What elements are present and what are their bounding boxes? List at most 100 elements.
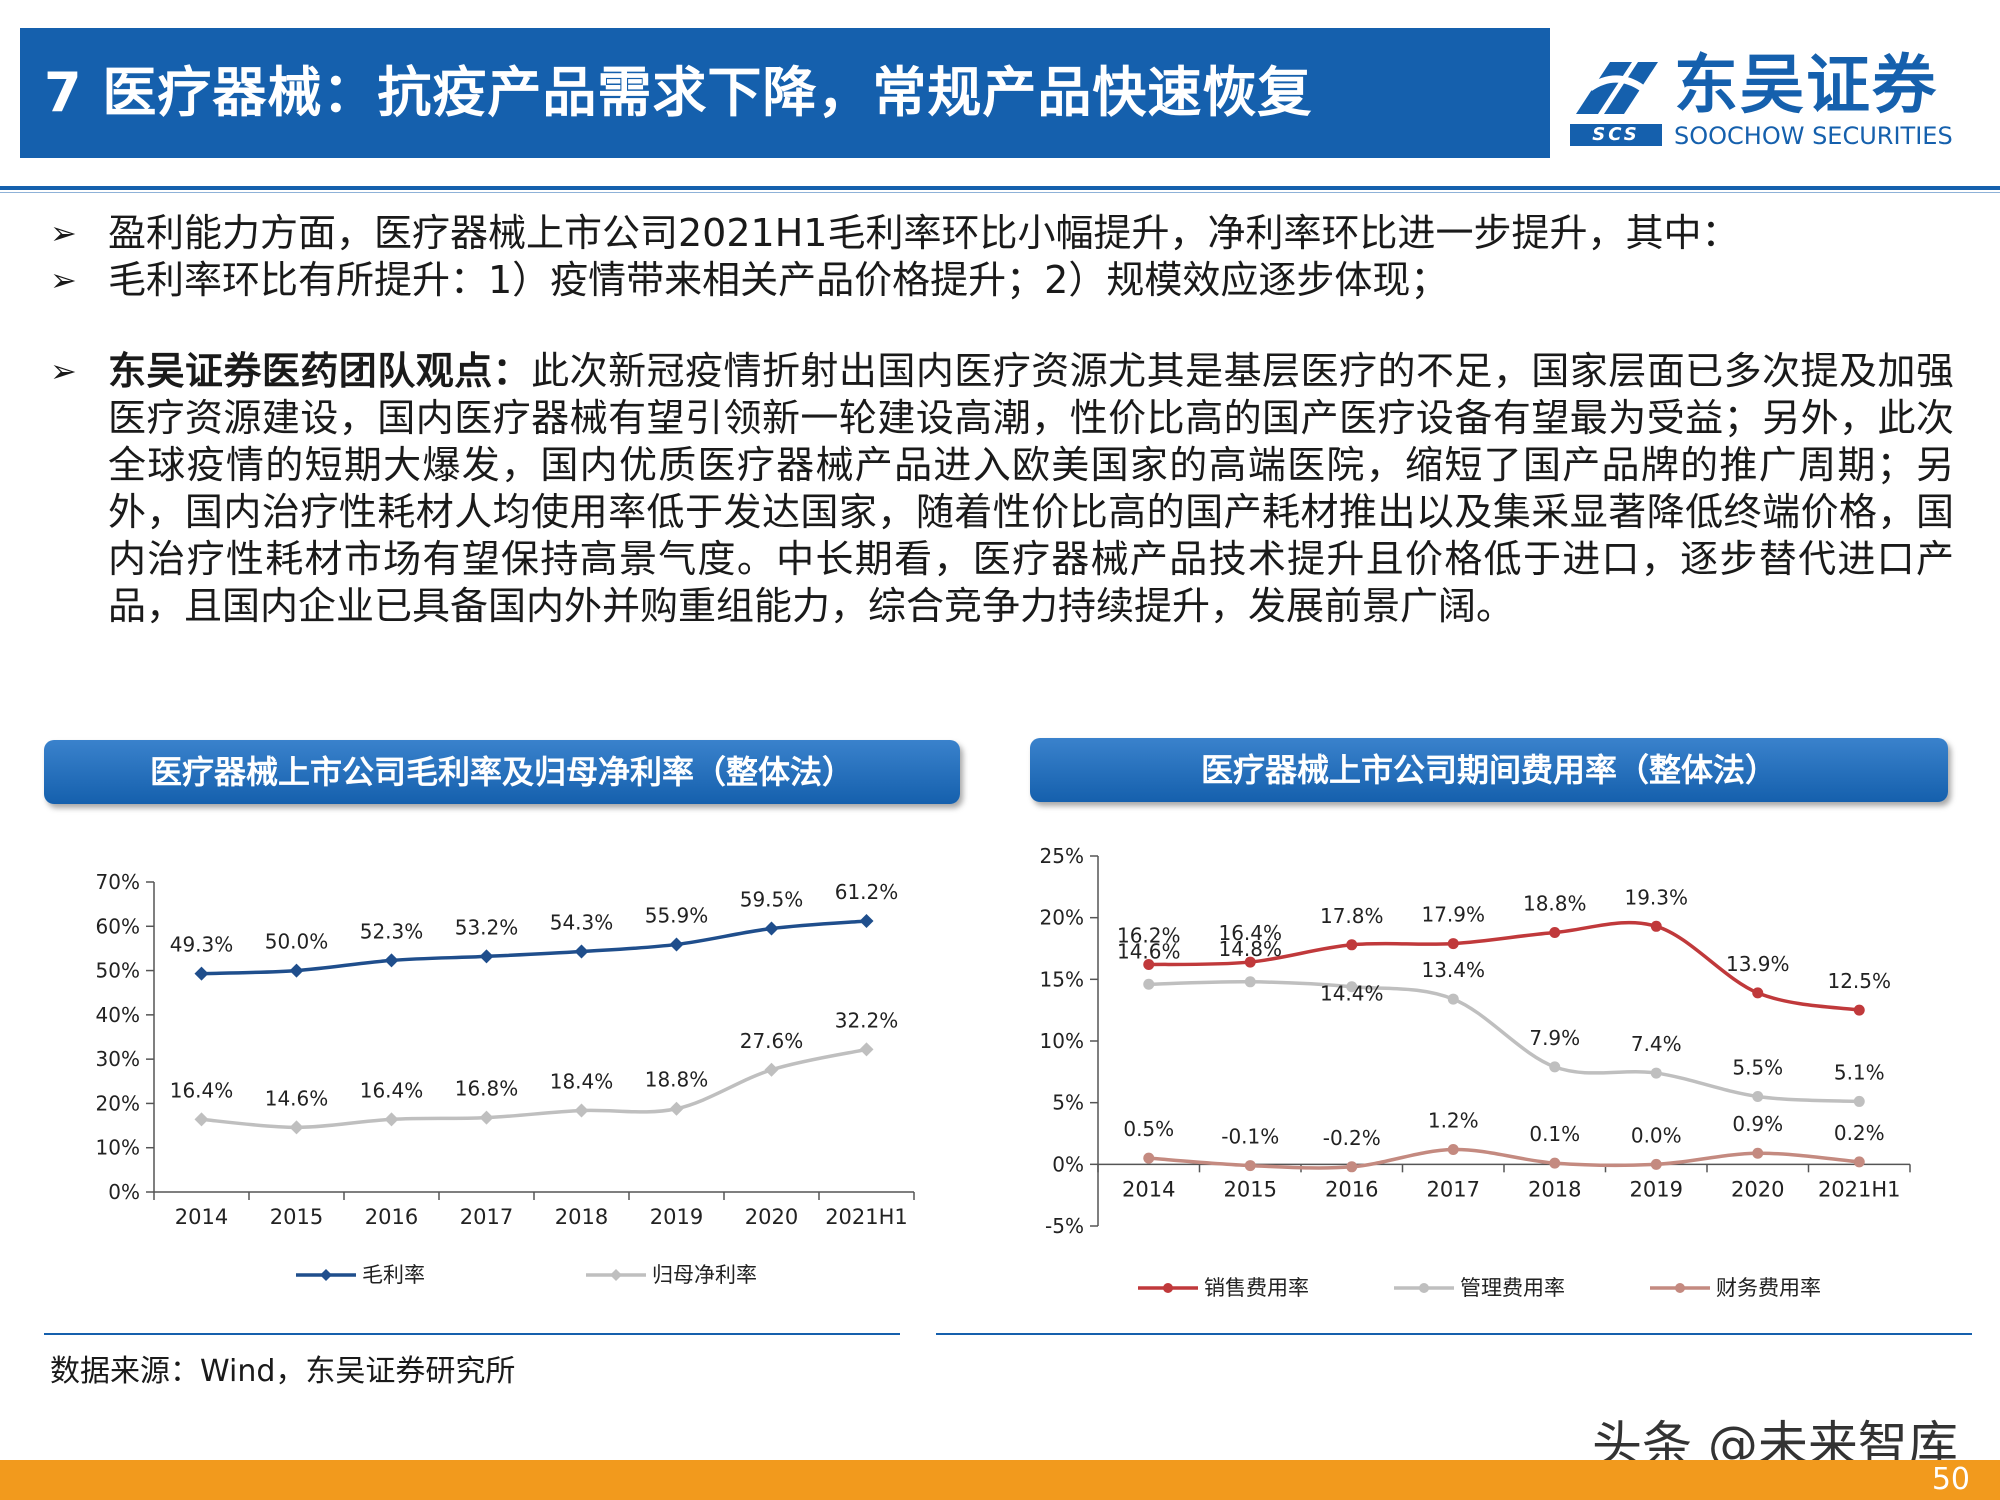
data-point — [669, 937, 684, 952]
data-point — [1244, 1160, 1256, 1172]
y-tick-label: 70% — [96, 870, 140, 894]
bullet-arrow-icon: ➢ — [50, 261, 77, 299]
x-tick-label: 2014 — [175, 1205, 228, 1229]
page-title: 7 医疗器械：抗疫产品需求下降，常规产品快速恢复 — [44, 61, 1313, 124]
y-tick-label: 25% — [1040, 844, 1084, 868]
data-label: 18.8% — [1523, 891, 1587, 915]
data-label: 16.4% — [1218, 921, 1282, 945]
data-point — [574, 1103, 589, 1118]
logo-abbr: SCS — [1570, 124, 1662, 146]
x-tick-label: 2017 — [460, 1205, 513, 1229]
data-point — [1244, 956, 1256, 968]
data-point — [1143, 959, 1155, 971]
legend-marker — [320, 1269, 332, 1281]
data-label: 0.5% — [1123, 1117, 1174, 1141]
data-label: 19.3% — [1624, 885, 1688, 909]
y-tick-label: 40% — [96, 1003, 140, 1027]
x-tick-label: 2020 — [1731, 1177, 1784, 1201]
bullet-arrow-icon: ➢ — [50, 214, 77, 252]
data-point — [1549, 1061, 1561, 1073]
legend-marker — [1675, 1283, 1685, 1293]
data-label: 14.4% — [1320, 982, 1384, 1006]
x-tick-label: 2015 — [1224, 1177, 1277, 1201]
data-label: 17.9% — [1421, 903, 1485, 927]
data-label: 16.8% — [455, 1077, 519, 1101]
bullet-text: 毛利率环比有所提升：1）疫情带来相关产品价格提升；2）规模效应逐步体现； — [108, 258, 1449, 302]
data-source-note: 数据来源：Wind，东吴证券研究所 — [50, 1354, 516, 1389]
data-point — [1650, 920, 1662, 932]
data-label: 13.9% — [1726, 952, 1790, 976]
bullet-lead: 东吴证券医药团队观点： — [108, 349, 532, 393]
data-point — [1143, 1152, 1155, 1164]
data-point — [859, 913, 874, 928]
data-label: 16.4% — [170, 1078, 234, 1102]
x-tick-label: 2021H1 — [825, 1205, 908, 1229]
y-tick-label: 30% — [96, 1047, 140, 1071]
data-point — [1346, 981, 1358, 993]
data-label: 17.8% — [1320, 904, 1384, 928]
logo-name-en: SOOCHOW SECURITIES — [1674, 122, 1953, 150]
x-tick-label: 2017 — [1427, 1177, 1480, 1201]
data-label: 54.3% — [550, 911, 614, 935]
legend-label: 销售费用率 — [1204, 1276, 1309, 1300]
data-label: 0.0% — [1631, 1123, 1682, 1147]
data-point — [1752, 1147, 1764, 1159]
legend-marker — [1419, 1283, 1429, 1293]
chart-expense: -5% 0% 5% 10% 15% 20% 25% 2014 2015 2016 2017 2018 2… — [1040, 844, 1911, 1300]
series-line — [1148, 980, 1860, 1104]
brand-logo: SCS 东吴证券 SOOCHOW SECURITIES — [1570, 50, 1990, 150]
legend-marker — [1163, 1283, 1173, 1293]
bullet-list: ➢ 盈利能力方面，医疗器械上市公司2021H1毛利率环比小幅提升，净利率环比进一… — [44, 210, 1954, 630]
data-point — [1853, 1095, 1865, 1107]
y-tick-label: 10% — [96, 1136, 140, 1160]
data-label: 55.9% — [645, 903, 709, 927]
data-point — [574, 944, 589, 959]
data-point — [479, 949, 494, 964]
header-divider-thin — [0, 192, 2000, 193]
x-tick-label: 2014 — [1122, 1177, 1175, 1201]
x-tick-label: 2020 — [745, 1205, 798, 1229]
x-tick-label: 2016 — [365, 1205, 418, 1229]
legend-label: 毛利率 — [362, 1263, 425, 1287]
data-point — [859, 1042, 874, 1057]
logo-name-cn: 东吴证券 — [1674, 49, 1938, 123]
x-tick-label: 2021H1 — [1818, 1177, 1901, 1201]
data-point — [1447, 993, 1459, 1005]
data-label: -0.2% — [1323, 1126, 1381, 1150]
data-point — [1549, 926, 1561, 938]
series-line — [1148, 1147, 1860, 1170]
data-label: 5.5% — [1732, 1056, 1783, 1080]
series-line — [201, 919, 867, 976]
bullet-item: ➢ 毛利率环比有所提升：1）疫情带来相关产品价格提升；2）规模效应逐步体现； — [44, 257, 1954, 304]
legend-label: 归母净利率 — [652, 1263, 757, 1287]
data-label: 5.1% — [1834, 1060, 1885, 1084]
y-tick-label: 0% — [108, 1180, 140, 1204]
data-label: 52.3% — [360, 919, 424, 943]
data-point — [479, 1110, 494, 1125]
data-point — [1346, 939, 1358, 951]
bullet-text: 盈利能力方面，医疗器械上市公司2021H1毛利率环比小幅提升，净利率环比进一步提… — [108, 211, 1740, 255]
x-tick-label: 2019 — [1630, 1177, 1683, 1201]
y-tick-label: -5% — [1045, 1214, 1084, 1238]
data-point — [1549, 1157, 1561, 1169]
data-point — [1752, 1091, 1764, 1102]
data-label: 27.6% — [740, 1029, 804, 1053]
data-point — [289, 963, 304, 978]
data-point — [1447, 938, 1459, 950]
data-label: 16.2% — [1117, 924, 1181, 948]
data-label: 14.6% — [265, 1086, 329, 1110]
data-point — [1143, 978, 1155, 990]
data-point — [1853, 1156, 1865, 1168]
data-point — [289, 1120, 304, 1135]
header-bar — [20, 28, 1550, 158]
bullet-arrow-icon: ➢ — [50, 352, 77, 390]
data-point — [764, 921, 779, 936]
series-line — [1148, 920, 1860, 1012]
bullet-item: ➢ 东吴证券医药团队观点：此次新冠疫情折射出国内医疗资源尤其是基层医疗的不足，国… — [44, 348, 1954, 630]
x-tick-label: 2018 — [1528, 1177, 1581, 1201]
y-tick-label: 20% — [96, 1091, 140, 1115]
header-divider — [0, 186, 2000, 190]
x-tick-label: 2016 — [1325, 1177, 1378, 1201]
data-point — [669, 1101, 684, 1116]
bullet-text: 此次新冠疫情折射出国内医疗资源尤其是基层医疗的不足，国家层面已多次提及加强医疗资… — [108, 349, 1954, 628]
